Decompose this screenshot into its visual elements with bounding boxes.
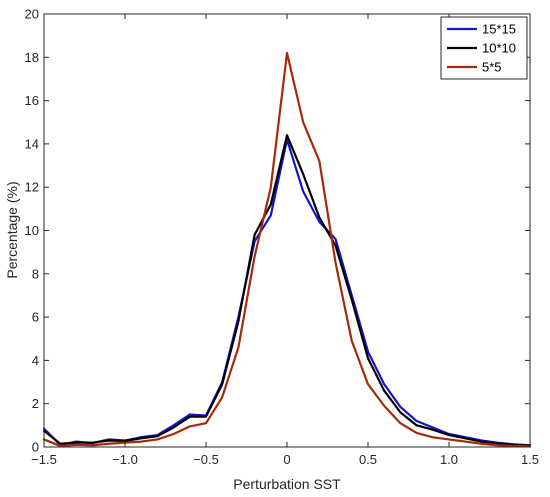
- y-tick-label: 2: [32, 396, 39, 411]
- y-tick-label: 16: [25, 93, 39, 108]
- legend-label-2: 5*5: [482, 60, 502, 75]
- x-tick-label: 1.0: [440, 452, 458, 467]
- x-axis-label: Perturbation SST: [233, 476, 341, 492]
- x-tick-label: 0.5: [359, 452, 377, 467]
- legend-items: 15*15 10*10 5*5: [447, 22, 516, 75]
- y-tick-label: 6: [32, 310, 39, 325]
- y-tick-label: 14: [25, 136, 39, 151]
- y-tick-label: 0: [32, 440, 39, 455]
- plot-area: [44, 14, 530, 447]
- x-tick-label: 1.5: [521, 452, 539, 467]
- x-tick-label: 0: [283, 452, 290, 467]
- y-tick-label: 18: [25, 50, 39, 65]
- y-tick-label: 20: [25, 7, 39, 22]
- x-tick-label: −1.0: [112, 452, 138, 467]
- axes-box: [43, 13, 531, 448]
- y-tick-label: 10: [25, 223, 39, 238]
- y-tick-label: 12: [25, 180, 39, 195]
- legend-label-0: 15*15: [482, 22, 516, 37]
- legend: 15*15 10*10 5*5: [440, 16, 528, 80]
- series-line-1: [42, 134, 532, 447]
- legend-label-1: 10*10: [482, 41, 516, 56]
- y-tick-label: 8: [32, 266, 39, 281]
- y-tick-label: 4: [32, 353, 39, 368]
- x-tick-label: −0.5: [193, 452, 219, 467]
- y-axis-label: Percentage (%): [4, 181, 20, 278]
- tick-label-layer: −1.5 −1.0 −0.5 0 0.5 1.0 1.5 0 2 4 6 8 10 12 14 16 18 20: [25, 7, 540, 468]
- x-tick-label: −1.5: [31, 452, 57, 467]
